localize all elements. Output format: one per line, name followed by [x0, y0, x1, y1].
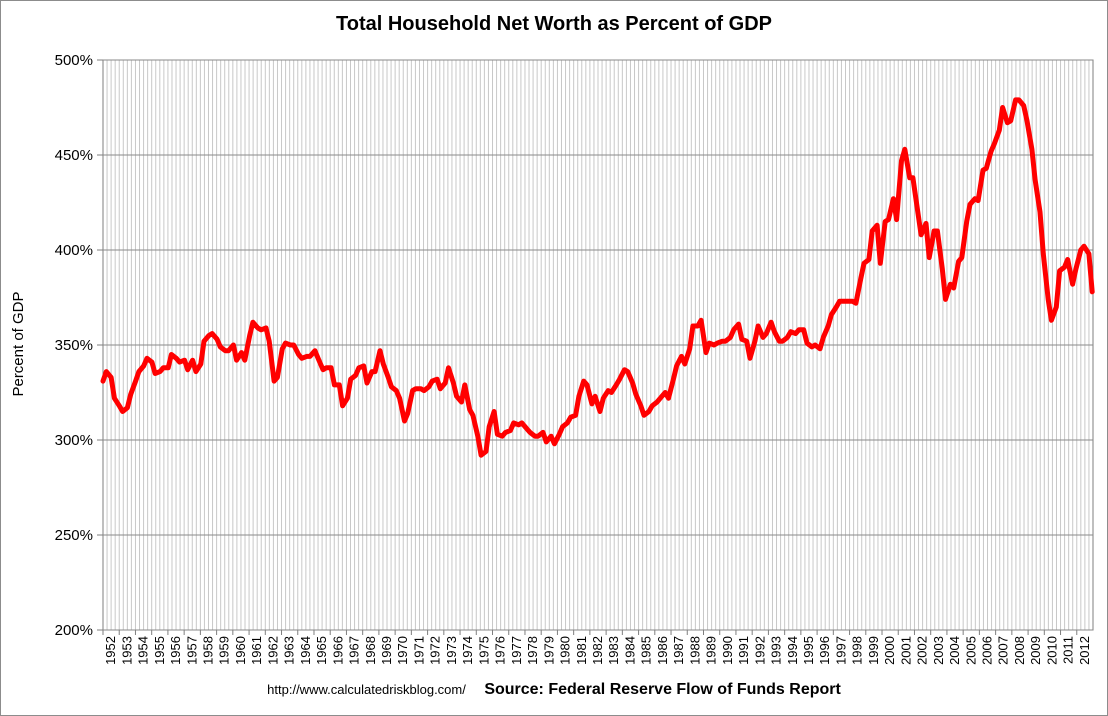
x-tick-label: 1984: [622, 636, 637, 665]
x-tick-label: 1980: [558, 636, 573, 665]
y-tick-label: 450%: [55, 147, 93, 164]
x-tick-label: 1954: [136, 636, 151, 665]
x-tick-label: 1981: [574, 636, 589, 665]
x-tick-label: 1956: [168, 636, 183, 665]
x-tick-label: 1962: [265, 636, 280, 665]
x-tick-label: 1952: [103, 636, 118, 665]
x-tick-label: 1955: [152, 636, 167, 665]
x-tick-label: 2006: [980, 636, 995, 665]
x-tick-label: 1963: [282, 636, 297, 665]
x-tick-label: 2012: [1077, 636, 1092, 665]
series-line: [100, 97, 1095, 458]
x-tick-label: 1953: [119, 636, 134, 665]
x-tick-label: 1957: [184, 636, 199, 665]
x-tick-label: 1977: [509, 636, 524, 665]
x-tick-label: 1994: [785, 636, 800, 665]
x-tick-label: 2010: [1044, 636, 1059, 665]
source-credit: Source: Federal Reserve Flow of Funds Re…: [484, 681, 841, 698]
x-tick-label: 1988: [687, 636, 702, 665]
x-tick-label: 1976: [493, 636, 508, 665]
x-tick-label: 2008: [1012, 636, 1027, 665]
x-tick-label: 2003: [931, 636, 946, 665]
x-tick-label: 2002: [915, 636, 930, 665]
x-tick-label: 1965: [314, 636, 329, 665]
x-tick-label: 1998: [850, 636, 865, 665]
x-tick-label: 1978: [525, 636, 540, 665]
x-tick-label: 1961: [249, 636, 264, 665]
y-axis-label: Percent of GDP: [10, 291, 27, 397]
x-tick-label: 1974: [460, 636, 475, 665]
footer: http://www.calculatedriskblog.com/ Sourc…: [1, 681, 1107, 699]
source-url: http://www.calculatedriskblog.com/: [267, 682, 466, 697]
x-tick-label: 1993: [769, 636, 784, 665]
x-tick-label: 1964: [298, 636, 313, 665]
x-tick-label: 1997: [833, 636, 848, 665]
x-tick-label: 1996: [817, 636, 832, 665]
y-axis-ticks: 500% 450% 400% 350% 300% 250% 200%: [55, 52, 103, 639]
x-tick-label: 1966: [330, 636, 345, 665]
x-tick-label: 1986: [655, 636, 670, 665]
x-tick-label: 2004: [947, 636, 962, 665]
x-tick-label: 1969: [379, 636, 394, 665]
x-tick-label: 2001: [898, 636, 913, 665]
x-tick-label: 2000: [882, 636, 897, 665]
x-tick-label: 1972: [428, 636, 443, 665]
x-tick-label: 1975: [476, 636, 491, 665]
x-tick-label: 1992: [752, 636, 767, 665]
x-tick-label: 1973: [444, 636, 459, 665]
x-axis-ticks: 1952 1953 1954 1955 1956 1957 1958 1959 1960 1961…: [102, 630, 1092, 665]
x-tick-label: 1979: [541, 636, 556, 665]
x-tick-label: 1968: [363, 636, 378, 665]
x-tick-label: 1970: [395, 636, 410, 665]
x-tick-label: 1991: [736, 636, 751, 665]
x-tick-label: 2005: [963, 636, 978, 665]
x-tick-label: 1989: [704, 636, 719, 665]
x-tick-label: 2011: [1061, 636, 1076, 664]
chart-title: Total Household Net Worth as Percent of …: [336, 13, 772, 35]
x-tick-label: 1983: [606, 636, 621, 665]
series-group: [100, 97, 1095, 458]
x-tick-label: 1990: [720, 636, 735, 665]
x-tick-label: 1985: [639, 636, 654, 665]
x-tick-label: 2009: [1028, 636, 1043, 665]
y-tick-label: 500%: [55, 52, 93, 69]
x-tick-label: 1982: [590, 636, 605, 665]
y-tick-label: 350%: [55, 337, 93, 354]
x-tick-label: 1959: [217, 636, 232, 665]
y-tick-label: 250%: [55, 527, 93, 544]
x-tick-label: 2007: [996, 636, 1011, 665]
x-tick-label: 1967: [347, 636, 362, 665]
y-tick-label: 200%: [55, 622, 93, 639]
x-tick-label: 1999: [866, 636, 881, 665]
x-tick-label: 1995: [801, 636, 816, 665]
y-tick-label: 300%: [55, 432, 93, 449]
y-tick-label: 400%: [55, 242, 93, 259]
x-tick-label: 1971: [411, 636, 426, 665]
x-tick-label: 1958: [200, 636, 215, 665]
x-tick-label: 1960: [233, 636, 248, 665]
x-tick-label: 1987: [671, 636, 686, 665]
